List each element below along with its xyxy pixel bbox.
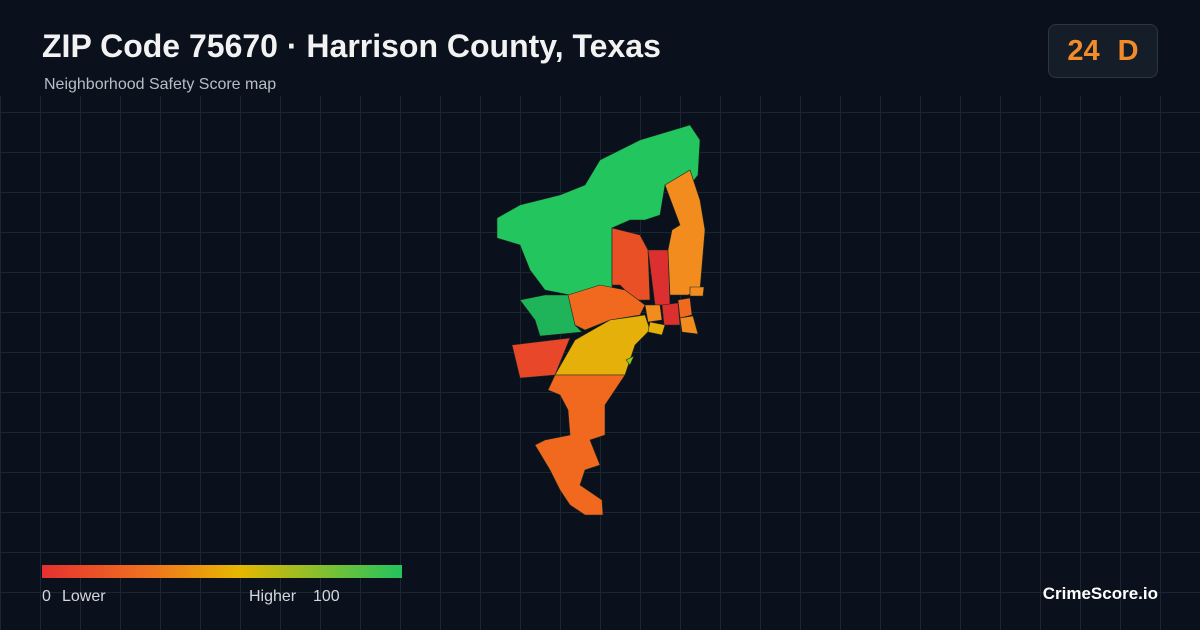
area [647, 249, 671, 306]
area [567, 284, 646, 331]
area [679, 315, 699, 335]
area [611, 227, 651, 301]
area [644, 304, 663, 323]
area [647, 321, 666, 336]
area [625, 355, 635, 366]
legend-min: 0 [42, 588, 51, 605]
legend-max: 100 [313, 588, 340, 605]
score-value: 24 [1067, 34, 1100, 67]
score-grade: D [1117, 34, 1139, 67]
area [519, 294, 583, 337]
score-badge: 24 D [1048, 24, 1158, 78]
area [664, 169, 706, 296]
area [496, 124, 701, 296]
brand: CrimeScore.io [1042, 584, 1158, 603]
legend-max-label: Higher [249, 588, 297, 605]
legend-min-label: Lower [62, 588, 106, 605]
area [661, 302, 681, 326]
area [677, 297, 693, 319]
legend-gradient [42, 565, 402, 578]
area [689, 286, 705, 297]
area [534, 374, 626, 516]
title: ZIP Code 75670 · Harrison County, Texas [42, 28, 661, 64]
subtitle: Neighborhood Safety Score map [44, 76, 277, 93]
